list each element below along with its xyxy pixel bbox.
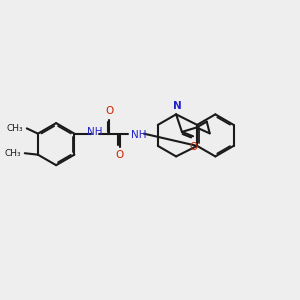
Text: O: O (105, 106, 113, 116)
Text: CH₃: CH₃ (4, 149, 21, 158)
Text: NH: NH (87, 127, 102, 136)
Text: NH: NH (131, 130, 146, 140)
Text: CH₃: CH₃ (6, 124, 23, 133)
Text: N: N (173, 101, 182, 111)
Text: O: O (189, 142, 197, 152)
Text: O: O (116, 150, 124, 160)
